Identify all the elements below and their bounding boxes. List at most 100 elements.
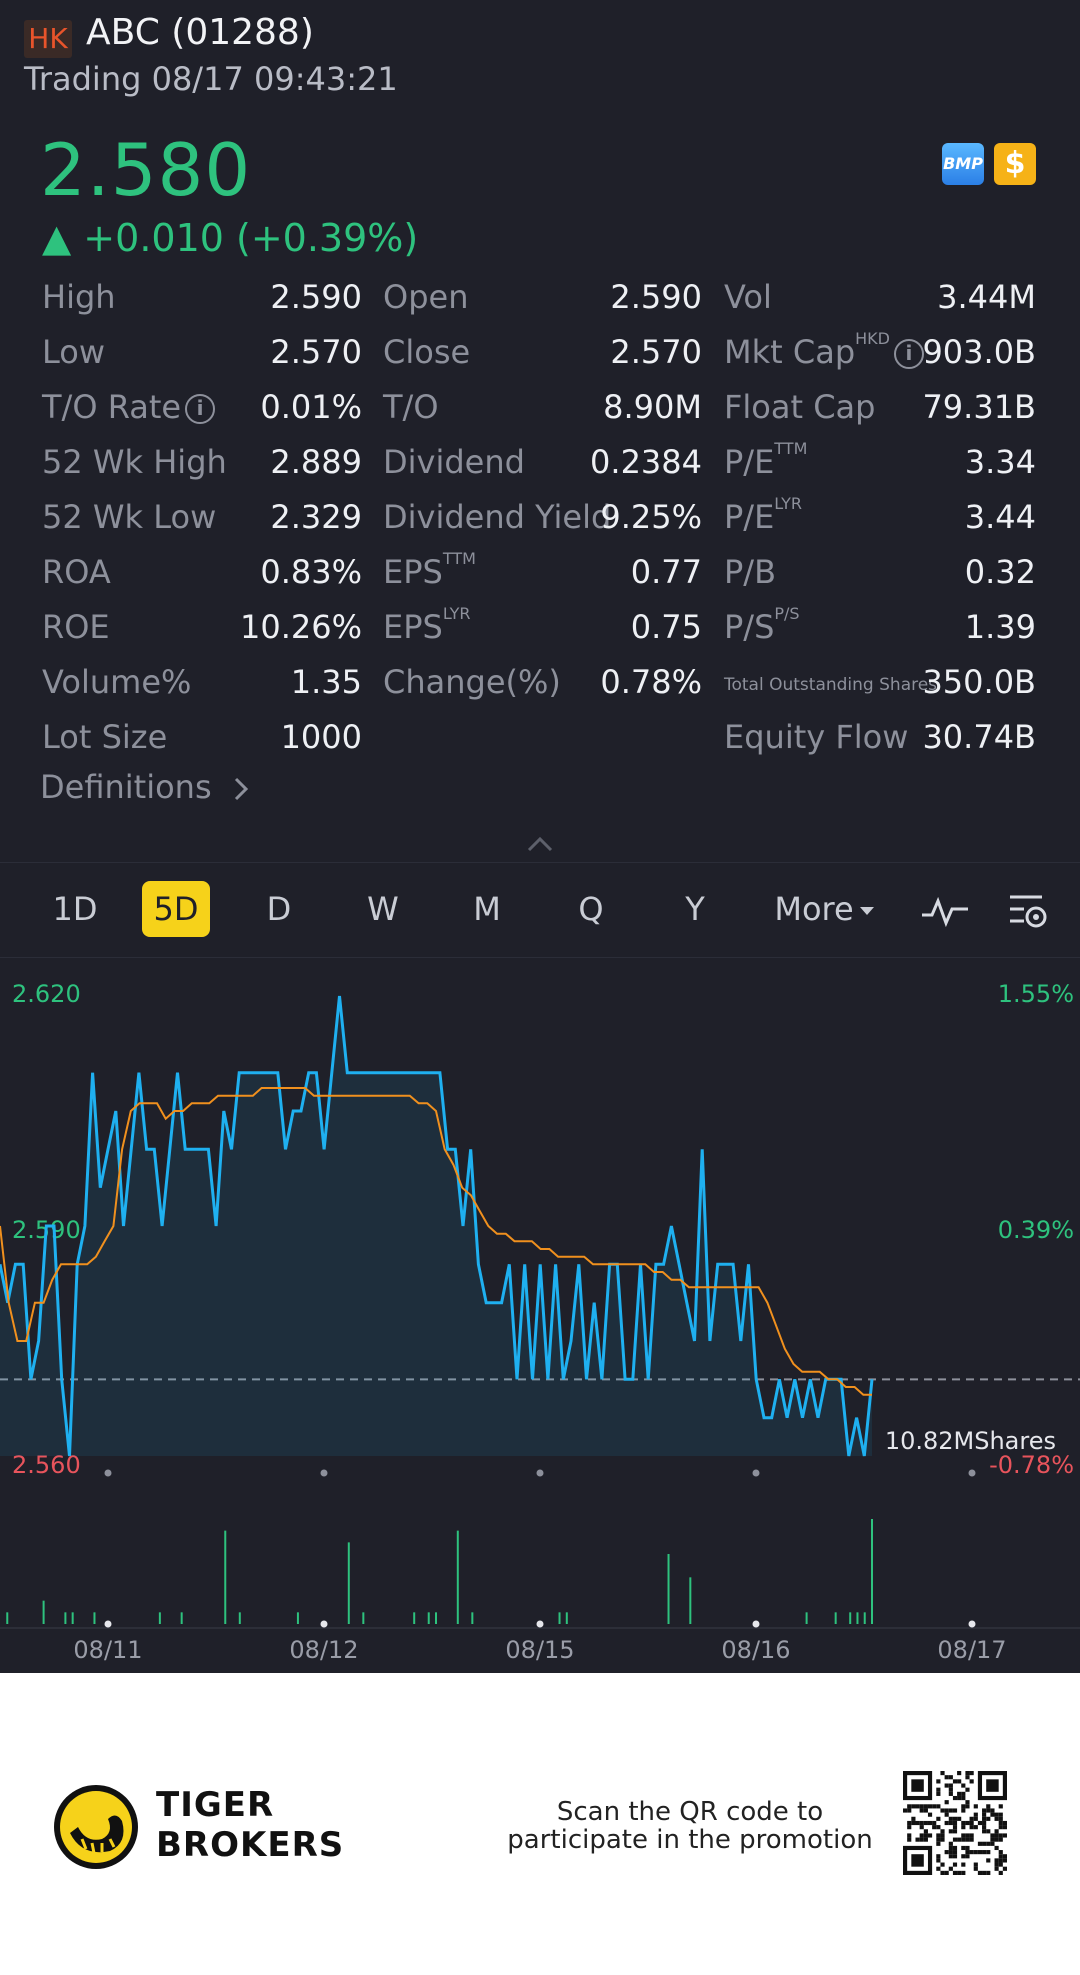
to-rate-label: T/O Rate i xyxy=(42,388,216,426)
day-separator-dot xyxy=(320,1620,328,1628)
lot-size-value: 1000 xyxy=(280,718,362,756)
to-rate-value: 0.01% xyxy=(260,388,362,426)
to-value: 8.90M xyxy=(603,388,702,426)
tiger-logo-icon xyxy=(54,1785,138,1869)
stats-row: High 2.590 Open 2.590 Vol 3.44M xyxy=(0,278,1080,322)
info-icon[interactable]: i xyxy=(185,394,216,424)
pe-lyr-value: 3.44 xyxy=(964,498,1036,536)
wk52-low-label: 52 Wk Low xyxy=(42,498,217,536)
high-value: 2.590 xyxy=(270,278,362,316)
volume-pct-value: 1.35 xyxy=(290,663,362,701)
stats-row: Low 2.570 Close 2.570 Mkt CapHKDi 903.0B xyxy=(0,329,1080,377)
pe-lyr-label: P/ELYR xyxy=(724,494,802,536)
x-tick-label: 08/12 xyxy=(289,1636,358,1664)
close-value: 2.570 xyxy=(610,333,702,371)
open-label: Open xyxy=(383,278,469,316)
stock-title[interactable]: ABC (01288) xyxy=(86,12,314,53)
more-label: More xyxy=(774,890,854,928)
tab-q[interactable]: Q xyxy=(578,890,604,928)
volume-pct-label: Volume% xyxy=(42,663,192,701)
ps-label: P/SP/S xyxy=(724,604,800,646)
x-tick-label: 08/11 xyxy=(73,1636,142,1664)
day-separator-dot xyxy=(968,1469,976,1477)
dividend-yield-label: Dividend Yield xyxy=(383,498,612,536)
stats-row: 52 Wk High 2.889 Dividend 0.2384 P/ETTM … xyxy=(0,439,1080,487)
stats-row: 52 Wk Low 2.329 Dividend Yield 9.25% P/E… xyxy=(0,494,1080,542)
stats-row: ROA 0.83% EPSTTM 0.77 P/B 0.32 xyxy=(0,549,1080,597)
dividend-yield-value: 9.25% xyxy=(600,498,702,536)
tab-5d[interactable]: 5D xyxy=(142,881,210,937)
x-tick-label: 08/17 xyxy=(937,1636,1006,1664)
stats-row: T/O Rate i 0.01% T/O 8.90M Float Cap 79.3… xyxy=(0,388,1080,432)
day-separator-dot xyxy=(104,1469,112,1477)
eps-lyr-value: 0.75 xyxy=(630,608,702,646)
tab-1d[interactable]: 1D xyxy=(52,890,98,928)
tab-m[interactable]: M xyxy=(473,890,501,928)
market-badge: HK xyxy=(24,20,72,58)
dividend-label: Dividend xyxy=(383,443,525,481)
open-value: 2.590 xyxy=(610,278,702,316)
day-separator-dot xyxy=(536,1620,544,1628)
float-cap-label: Float Cap xyxy=(724,388,876,426)
wk52-high-value: 2.889 xyxy=(270,443,362,481)
price-chart[interactable]: 2.620 2.590 2.560 1.55% 0.39% -0.78% 10.… xyxy=(0,958,1080,1673)
day-separator-dot xyxy=(752,1469,760,1477)
bmp-icon[interactable]: BMP xyxy=(942,143,984,185)
promo-footer: TIGER BROKERS Scan the QR code to partic… xyxy=(0,1673,1080,1975)
high-label: High xyxy=(42,278,116,316)
close-label: Close xyxy=(383,333,471,371)
indicator-icon[interactable] xyxy=(920,893,970,929)
vol-label: Vol xyxy=(724,278,772,316)
y-right-top-label: 1.55% xyxy=(998,980,1074,1008)
trading-status: Trading 08/17 09:43:21 xyxy=(24,60,398,98)
last-price: 2.580 xyxy=(40,128,252,212)
price-area xyxy=(0,996,872,1456)
definitions-label: Definitions xyxy=(40,768,212,806)
tab-more[interactable]: More xyxy=(770,881,880,937)
tab-d[interactable]: D xyxy=(266,890,292,928)
header: HK ABC (01288) Trading 08/17 09:43:21 xyxy=(0,0,1080,110)
roa-value: 0.83% xyxy=(260,553,362,591)
period-tabs: 1D 5D D W M Q Y More xyxy=(0,862,1080,958)
day-separator-dot xyxy=(752,1620,760,1628)
price-change: ▲ +0.010 (+0.39%) xyxy=(42,216,419,260)
stats-row: ROE 10.26% EPSLYR 0.75 P/SP/S 1.39 xyxy=(0,604,1080,652)
definitions-link[interactable]: Definitions xyxy=(40,768,250,806)
day-separator-dot xyxy=(968,1620,976,1628)
chevron-up-icon[interactable] xyxy=(526,830,554,858)
stats-row: Lot Size 1000 Equity Flow 30.74B xyxy=(0,718,1080,762)
ps-value: 1.39 xyxy=(964,608,1036,646)
pe-ttm-value: 3.34 xyxy=(964,443,1036,481)
eps-ttm-label: EPSTTM xyxy=(383,549,476,591)
eps-lyr-label: EPSLYR xyxy=(383,604,471,646)
chart-settings-icon[interactable] xyxy=(1006,889,1050,933)
change-pct-label: Change(%) xyxy=(383,663,561,701)
low-label: Low xyxy=(42,333,106,371)
dividend-value: 0.2384 xyxy=(590,443,702,481)
mktcap-value: 903.0B xyxy=(922,333,1036,371)
brand-line1: TIGER xyxy=(156,1785,275,1825)
tab-y[interactable]: Y xyxy=(685,890,705,928)
volume-label: 10.82MShares xyxy=(885,1427,1056,1455)
total-shares-label: Total Outstanding Shares xyxy=(724,675,938,695)
info-icon[interactable]: i xyxy=(893,339,924,369)
x-tick-label: 08/15 xyxy=(505,1636,574,1664)
lot-size-label: Lot Size xyxy=(42,718,168,756)
y-right-bottom-label: -0.78% xyxy=(989,1451,1074,1479)
to-label: T/O xyxy=(383,388,439,426)
dollar-icon[interactable]: $ xyxy=(994,143,1036,185)
roe-value: 10.26% xyxy=(239,608,362,646)
average-line xyxy=(0,1087,872,1396)
wk52-high-label: 52 Wk High xyxy=(42,443,227,481)
mktcap-label: Mkt CapHKDi xyxy=(724,329,924,371)
dropdown-icon xyxy=(859,907,874,915)
x-tick-label: 08/16 xyxy=(721,1636,790,1664)
low-value: 2.570 xyxy=(270,333,362,371)
brand-line2: BROKERS xyxy=(156,1825,345,1865)
qr-code xyxy=(903,1771,1007,1875)
total-shares-value: 350.0B xyxy=(922,663,1036,701)
tab-w[interactable]: W xyxy=(367,890,399,928)
day-separator-dot xyxy=(320,1469,328,1477)
equity-flow-value: 30.74B xyxy=(922,718,1036,756)
stats-row: Volume% 1.35 Change(%) 0.78% Total Outst… xyxy=(0,663,1080,707)
